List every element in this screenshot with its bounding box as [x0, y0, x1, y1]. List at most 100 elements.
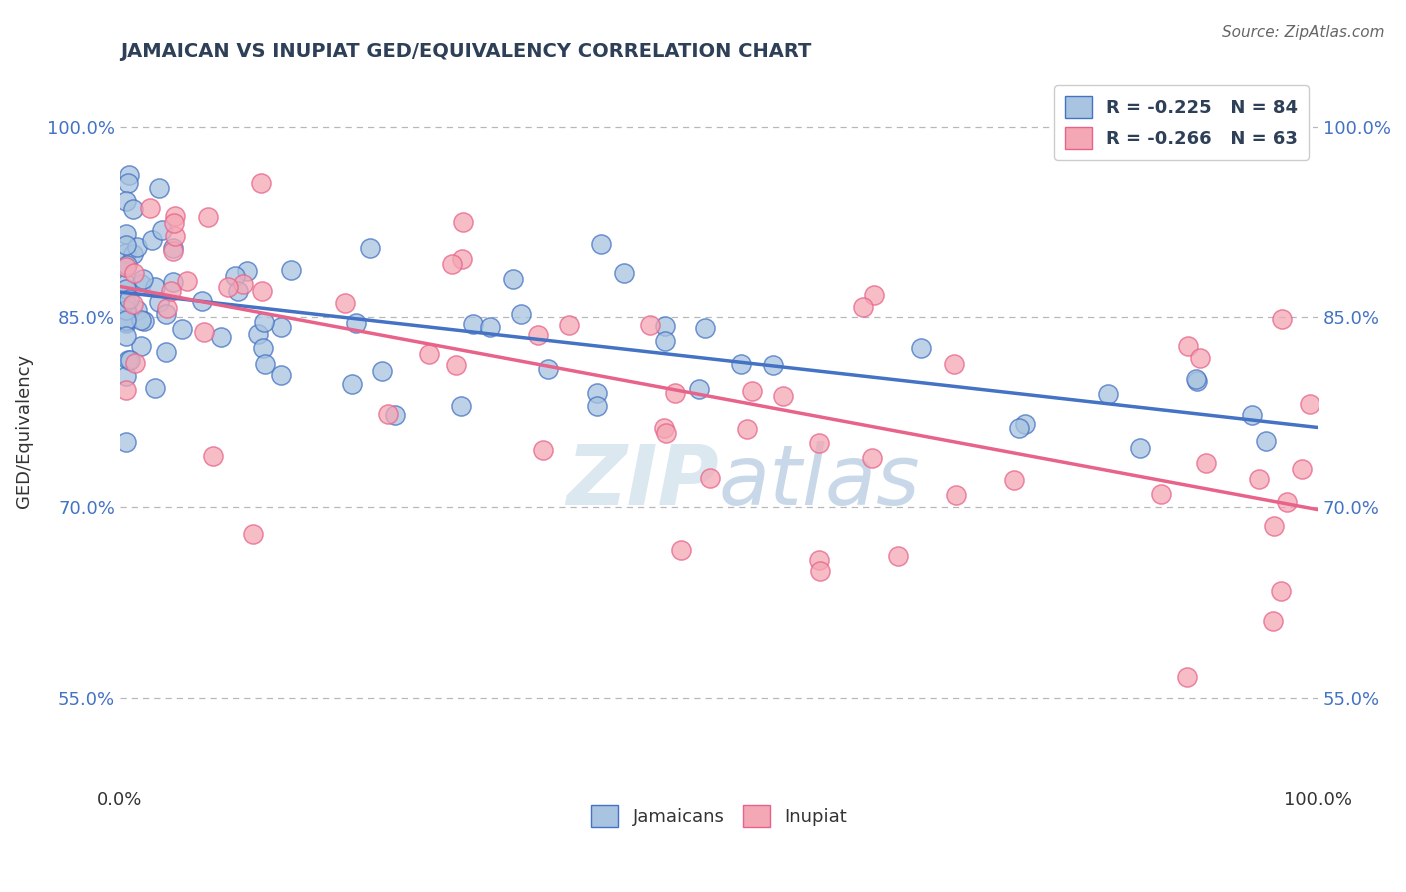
Point	[115, 258, 138, 272]
Text: Source: ZipAtlas.com: Source: ZipAtlas.com	[1222, 25, 1385, 40]
Point	[148, 181, 170, 195]
Point	[122, 297, 145, 311]
Point	[124, 266, 146, 280]
Point	[1150, 487, 1173, 501]
Point	[114, 282, 136, 296]
Text: ZIP: ZIP	[567, 441, 718, 522]
Point	[114, 260, 136, 274]
Point	[1263, 519, 1285, 533]
Point	[359, 241, 381, 255]
Point	[537, 361, 560, 376]
Point	[117, 176, 139, 190]
Point	[942, 357, 965, 371]
Point	[531, 442, 554, 457]
Point	[655, 426, 678, 441]
Point	[162, 275, 184, 289]
Point	[612, 266, 634, 280]
Point	[191, 294, 214, 309]
Point	[122, 247, 145, 261]
Point	[1241, 408, 1264, 422]
Point	[1270, 584, 1292, 599]
Point	[270, 320, 292, 334]
Point	[162, 241, 184, 255]
Point	[129, 312, 152, 326]
Point	[163, 209, 186, 223]
Point	[945, 488, 967, 502]
Point	[589, 236, 612, 251]
Point	[165, 229, 187, 244]
Point	[114, 295, 136, 310]
Point	[134, 313, 156, 327]
Point	[558, 318, 581, 332]
Point	[155, 345, 177, 359]
Point	[1188, 351, 1211, 365]
Point	[741, 384, 763, 398]
Point	[654, 334, 676, 349]
Point	[1277, 495, 1299, 509]
Point	[114, 384, 136, 398]
Point	[118, 353, 141, 368]
Point	[762, 358, 785, 372]
Point	[654, 319, 676, 334]
Point	[808, 435, 831, 450]
Point	[197, 210, 219, 224]
Point	[450, 400, 472, 414]
Point	[224, 268, 246, 283]
Point	[145, 280, 167, 294]
Legend: Jamaicans, Inupiat: Jamaicans, Inupiat	[583, 797, 853, 834]
Point	[1187, 375, 1209, 389]
Point	[118, 168, 141, 182]
Point	[217, 279, 239, 293]
Point	[253, 357, 276, 371]
Point	[586, 399, 609, 413]
Point	[114, 313, 136, 327]
Point	[735, 421, 758, 435]
Y-axis label: GED/Equivalency: GED/Equivalency	[15, 354, 32, 508]
Point	[226, 284, 249, 298]
Point	[1247, 472, 1270, 486]
Point	[114, 227, 136, 241]
Point	[1128, 442, 1150, 456]
Point	[114, 246, 136, 260]
Point	[114, 317, 136, 331]
Point	[156, 301, 179, 315]
Point	[384, 408, 406, 422]
Point	[1008, 421, 1031, 435]
Point	[155, 307, 177, 321]
Point	[115, 302, 138, 317]
Point	[114, 302, 136, 317]
Point	[461, 317, 484, 331]
Point	[129, 277, 152, 292]
Point	[114, 328, 136, 343]
Point	[335, 296, 357, 310]
Point	[114, 277, 136, 291]
Point	[1175, 669, 1198, 683]
Point	[280, 263, 302, 277]
Point	[585, 386, 607, 401]
Point	[1261, 614, 1284, 628]
Point	[139, 201, 162, 215]
Point	[160, 284, 183, 298]
Point	[730, 357, 752, 371]
Point	[252, 342, 274, 356]
Point	[124, 356, 146, 370]
Point	[638, 318, 661, 332]
Point	[502, 272, 524, 286]
Point	[451, 215, 474, 229]
Point	[342, 376, 364, 391]
Point	[860, 450, 883, 465]
Point	[242, 526, 264, 541]
Point	[114, 435, 136, 450]
Point	[807, 552, 830, 566]
Point	[664, 386, 686, 401]
Point	[446, 358, 468, 372]
Point	[1014, 417, 1036, 432]
Point	[143, 380, 166, 394]
Point	[193, 325, 215, 339]
Point	[1177, 339, 1199, 353]
Point	[129, 339, 152, 353]
Point	[887, 549, 910, 564]
Point	[249, 176, 271, 190]
Point	[114, 369, 136, 384]
Point	[125, 239, 148, 253]
